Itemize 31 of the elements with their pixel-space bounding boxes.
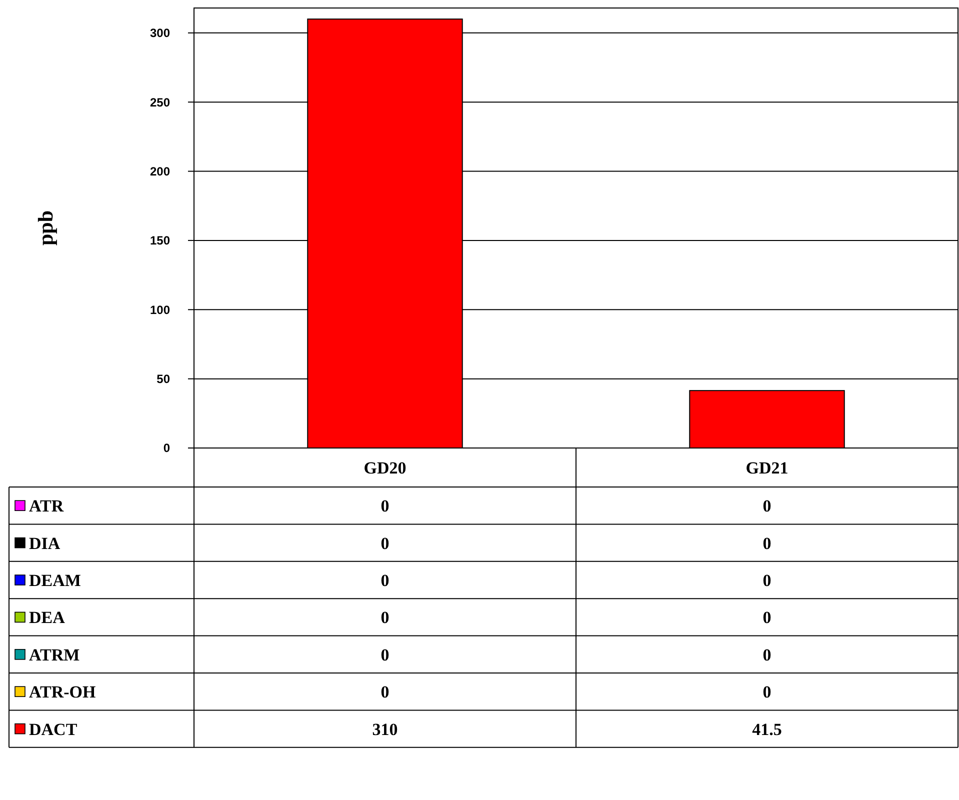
y-tick-label: 100 <box>150 302 170 317</box>
data-label: 0 <box>762 496 772 516</box>
data-label: 0 <box>762 682 772 702</box>
legend-label: ATRM <box>29 645 80 664</box>
data-label: 0 <box>762 534 772 553</box>
data-label: 310 <box>372 720 398 739</box>
data-label: 0 <box>380 570 390 590</box>
y-axis-title: ppb <box>33 210 58 246</box>
legend-label: ATR <box>29 496 64 516</box>
data-label: 0 <box>762 645 772 664</box>
legend-label: DIA <box>29 534 61 553</box>
y-tick-label: 250 <box>150 95 170 110</box>
data-label: 0 <box>380 645 390 664</box>
data-label: 0 <box>380 534 390 553</box>
y-tick-label: 150 <box>150 234 170 248</box>
x-tick-label: GD21 <box>746 458 788 478</box>
y-tick-label: 200 <box>150 164 170 178</box>
data-label: 41.5 <box>752 720 782 739</box>
y-tick-label: 300 <box>150 26 170 40</box>
legend-label: DACT <box>29 720 78 739</box>
y-tick-label: 0 <box>163 441 170 456</box>
legend-label: DEA <box>29 608 66 628</box>
legend-label: DEAM <box>29 570 81 590</box>
data-label: 0 <box>380 608 390 628</box>
data-label: 0 <box>380 682 390 702</box>
x-tick-label: GD20 <box>364 458 406 478</box>
legend-label: ATR-OH <box>29 682 96 702</box>
data-label: 0 <box>762 570 772 590</box>
data-label: 0 <box>380 496 390 516</box>
y-tick-label: 50 <box>156 372 170 386</box>
data-label: 0 <box>762 608 772 628</box>
